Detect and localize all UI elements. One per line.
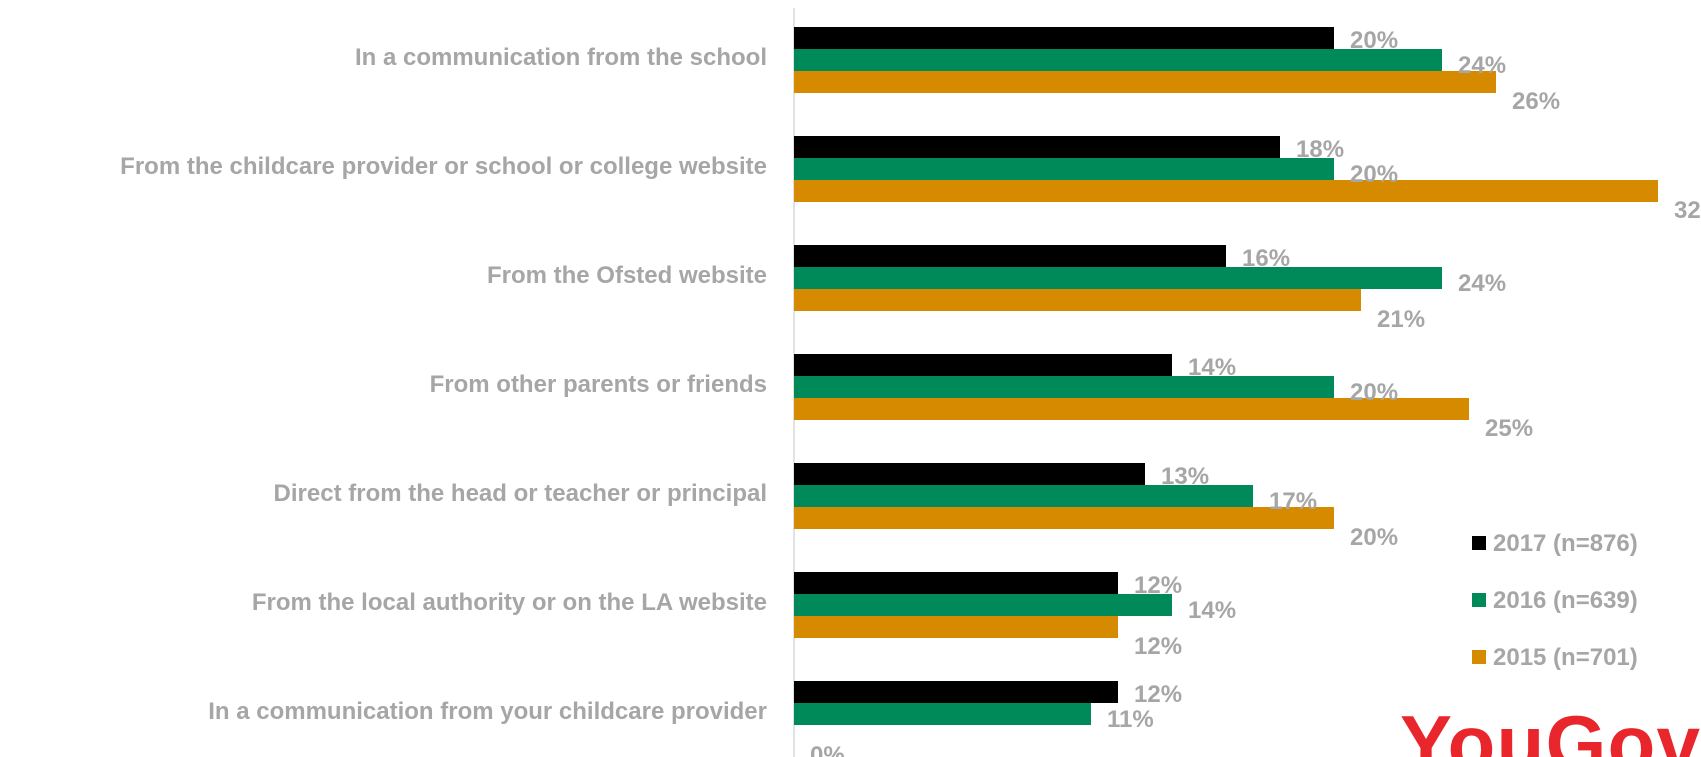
bar-2016-0 (794, 49, 1442, 71)
value-label-2017-1: 18% (1296, 136, 1344, 163)
value-label-2015-4: 20% (1350, 524, 1398, 551)
bar-2016-3 (794, 376, 1334, 398)
bar-2016-4 (794, 485, 1253, 507)
bar-2017-0 (794, 27, 1334, 49)
bar-2015-5 (794, 616, 1118, 638)
category-label-0: In a communication from the school (355, 44, 767, 71)
bar-2016-2 (794, 267, 1442, 289)
value-label-2015-6: 0% (810, 742, 845, 757)
value-label-2017-0: 20% (1350, 27, 1398, 54)
bar-2017-1 (794, 136, 1280, 158)
category-label-4: Direct from the head or teacher or princ… (274, 480, 767, 507)
bar-2015-3 (794, 398, 1469, 420)
bar-2016-5 (794, 594, 1172, 616)
value-label-2016-5: 14% (1188, 597, 1236, 624)
bar-2017-4 (794, 463, 1145, 485)
bar-2016-1 (794, 158, 1334, 180)
legend-swatch-0 (1472, 536, 1486, 550)
legend-swatch-1 (1472, 593, 1486, 607)
bar-2015-4 (794, 507, 1334, 529)
value-label-2015-5: 12% (1134, 633, 1182, 660)
value-label-2017-2: 16% (1242, 245, 1290, 272)
value-label-2016-0: 24% (1458, 52, 1506, 79)
bar-2017-2 (794, 245, 1226, 267)
value-label-2016-2: 24% (1458, 270, 1506, 297)
legend: 2017 (n=876) 2016 (n=639) 2015 (n=701) (1472, 530, 1638, 671)
bar-2015-0 (794, 71, 1496, 93)
bar-2016-6 (794, 703, 1091, 725)
value-label-2016-6: 11% (1107, 706, 1154, 733)
bar-2017-6 (794, 681, 1118, 703)
legend-swatch-2 (1472, 650, 1486, 664)
category-label-5: From the local authority or on the LA we… (252, 589, 767, 616)
legend-label-1: 2016 (n=639) (1493, 587, 1638, 614)
value-label-2016-1: 20% (1350, 161, 1398, 188)
value-label-2015-3: 25% (1485, 415, 1533, 442)
bar-2015-2 (794, 289, 1361, 311)
bar-2017-3 (794, 354, 1172, 376)
yougov-logo: YouGov (1400, 700, 1701, 757)
value-label-2017-6: 12% (1134, 681, 1182, 708)
category-label-6: In a communication from your childcare p… (208, 698, 767, 725)
value-label-2015-2: 21% (1377, 306, 1425, 333)
category-label-1: From the childcare provider or school or… (120, 153, 767, 180)
value-label-2015-0: 26% (1512, 88, 1560, 115)
logo-text: YouGov (1400, 700, 1701, 757)
value-label-2017-5: 12% (1134, 572, 1182, 599)
value-label-2017-3: 14% (1188, 354, 1236, 381)
category-label-3: From other parents or friends (430, 371, 767, 398)
legend-label-0: 2017 (n=876) (1493, 530, 1638, 557)
legend-label-2: 2015 (n=701) (1493, 644, 1638, 671)
bar-2015-1 (794, 180, 1658, 202)
category-label-2: From the Ofsted website (487, 262, 767, 289)
bar-2017-5 (794, 572, 1118, 594)
value-label-2015-1: 32% (1674, 197, 1701, 224)
bars (794, 27, 1658, 725)
category-labels: In a communication from the school From t… (120, 44, 767, 725)
value-label-2016-4: 17% (1269, 488, 1317, 515)
value-labels: 20%24%26%18%20%32%16%24%21%14%20%25%13%1… (810, 27, 1701, 757)
value-label-2017-4: 13% (1161, 463, 1209, 490)
value-label-2016-3: 20% (1350, 379, 1398, 406)
